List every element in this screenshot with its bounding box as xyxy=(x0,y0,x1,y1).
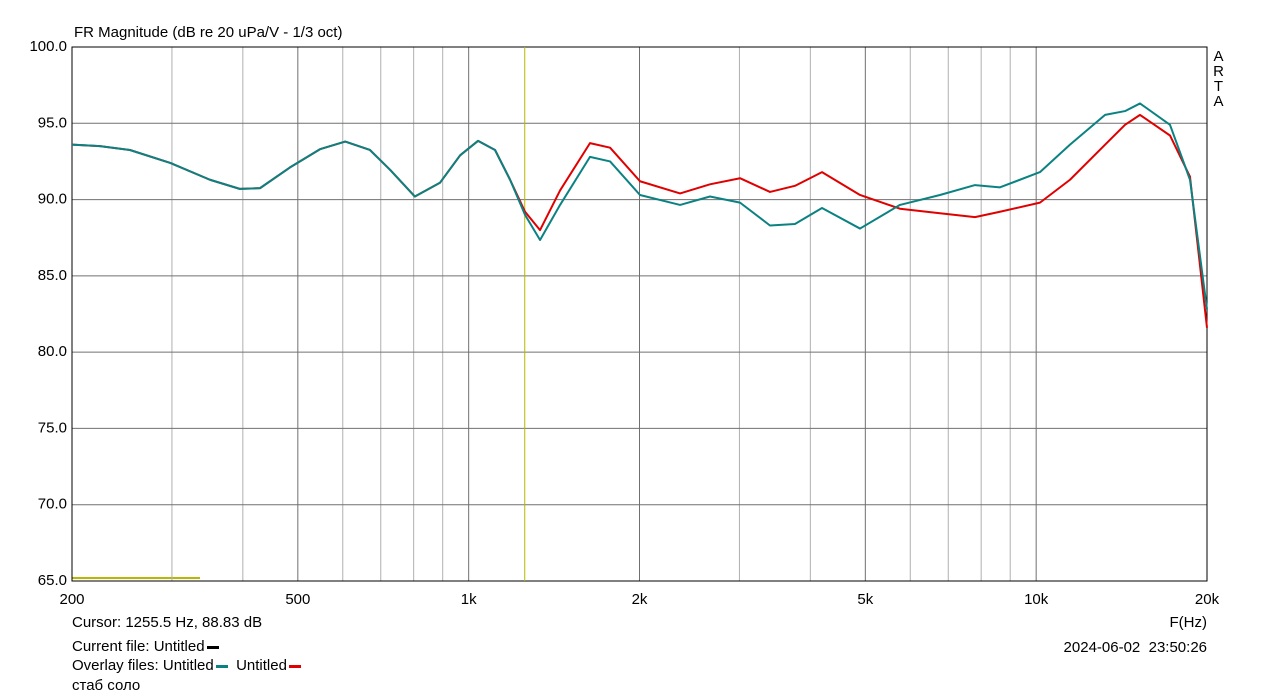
plot-frame xyxy=(71,46,1208,582)
y-tick-label: 100.0 xyxy=(29,38,67,55)
current-file-name: Untitled xyxy=(153,638,205,655)
cursor-readout: Cursor: 1255.5 Hz, 88.83 dB xyxy=(72,614,263,631)
legend-swatch xyxy=(288,664,301,668)
series-line xyxy=(71,102,1208,310)
x-tick-label: 1k xyxy=(461,591,477,608)
x-tick-label: 20k xyxy=(1195,591,1220,608)
current-file-label: Current file: xyxy=(72,638,150,655)
current-file: Current file: Untitled xyxy=(72,638,219,655)
watermark: ARTA xyxy=(1210,48,1227,108)
y-tick-label: 95.0 xyxy=(38,114,67,131)
legend-swatch xyxy=(215,664,228,668)
x-tick-label: 200 xyxy=(59,591,84,608)
y-tick-label: 85.0 xyxy=(38,267,67,284)
y-tick-label: 90.0 xyxy=(38,191,67,208)
y-tick-label: 70.0 xyxy=(38,496,67,513)
note: стаб соло xyxy=(72,677,141,694)
y-tick-label: 65.0 xyxy=(38,572,67,589)
y-tick-label: 75.0 xyxy=(38,419,67,436)
legend-swatch xyxy=(206,645,219,649)
legend-items: Untitled Untitled xyxy=(163,657,301,674)
chart-title: FR Magnitude (dB re 20 uPa/V - 1/3 oct) xyxy=(74,24,342,41)
overlay-label: Overlay files: xyxy=(72,657,159,674)
legend-entry: Untitled xyxy=(236,657,287,674)
x-axis-label: F(Hz) xyxy=(1170,614,1208,631)
legend-entry: Untitled xyxy=(162,657,214,674)
x-tick-label: 2k xyxy=(632,591,648,608)
timestamp: 2024-06-02 23:50:26 xyxy=(1064,639,1207,656)
x-tick-label: 500 xyxy=(285,591,310,608)
legend: Overlay files: Untitled Untitled xyxy=(72,657,301,674)
y-tick-label: 80.0 xyxy=(38,343,67,360)
x-tick-label: 5k xyxy=(857,591,873,608)
x-tick-label: 10k xyxy=(1024,591,1049,608)
